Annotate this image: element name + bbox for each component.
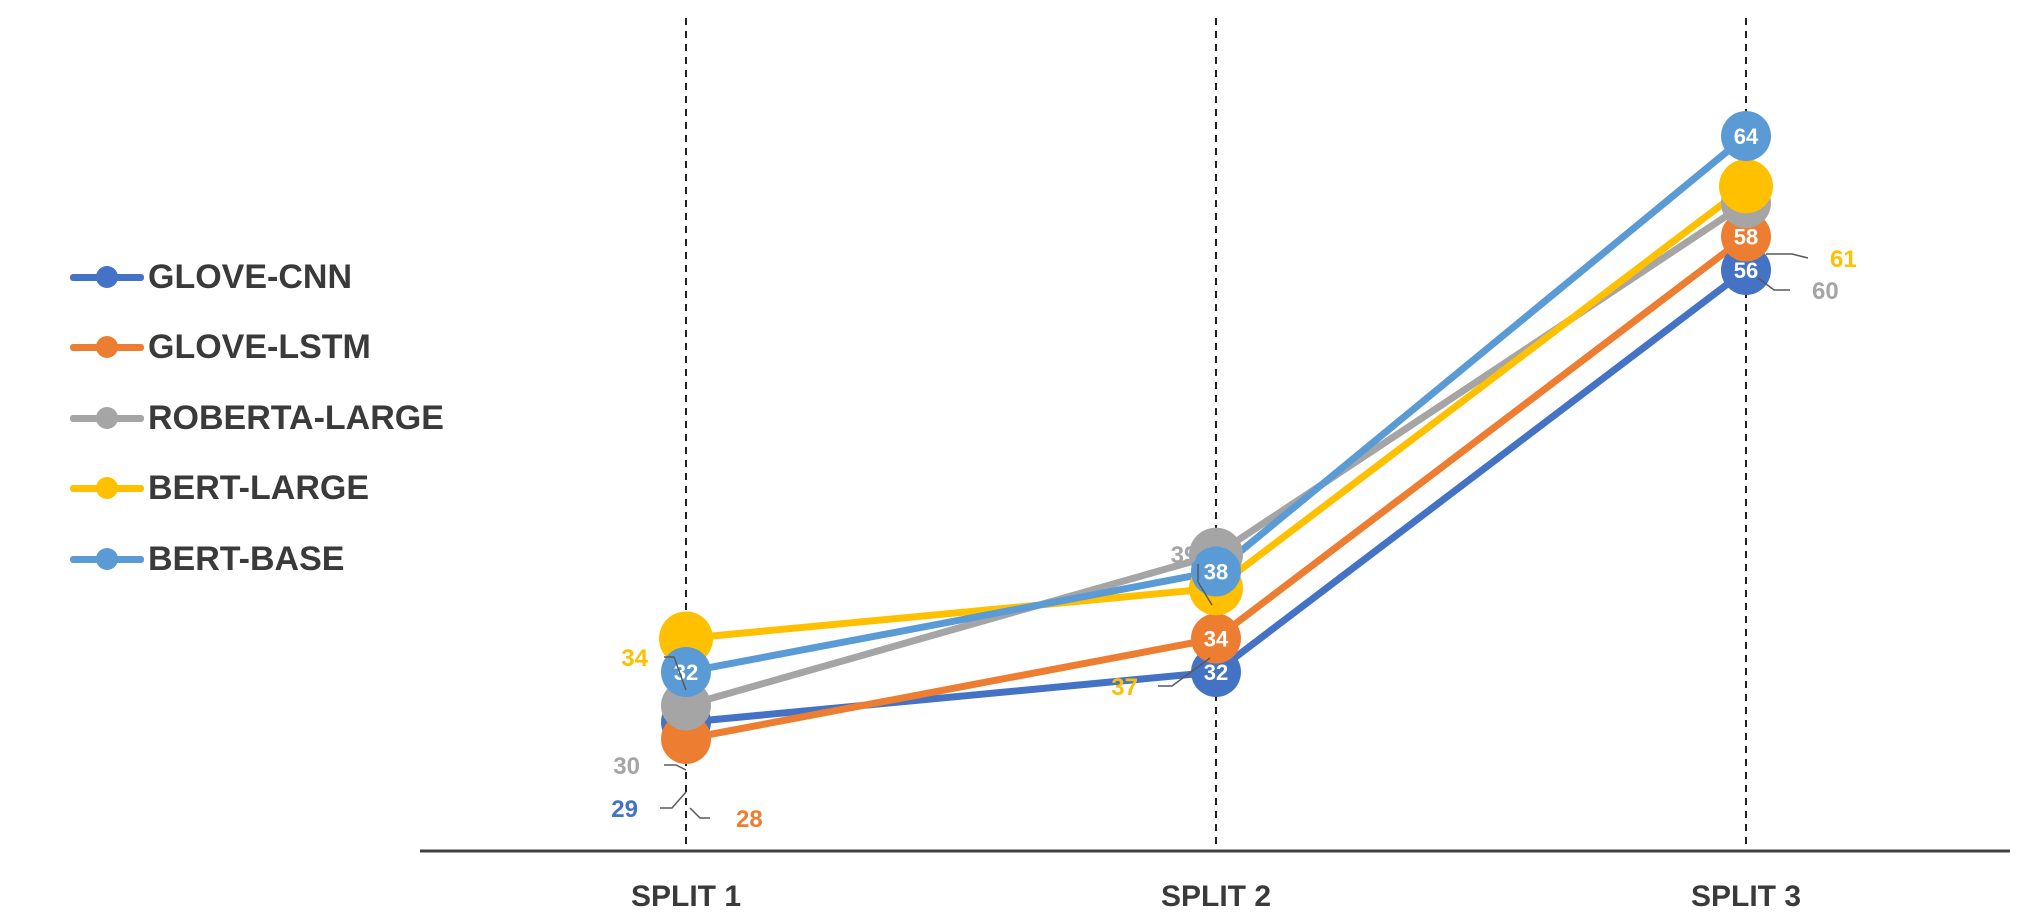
data-label-glove-lstm-split-3: 58: [1734, 225, 1758, 250]
legend-marker: [96, 548, 118, 570]
data-label-roberta-large-split-1: 30: [613, 753, 640, 780]
data-label-glove-cnn-split-1: 29: [611, 796, 638, 823]
data-label-glove-cnn-split-3: 56: [1734, 258, 1758, 283]
data-label-glove-cnn-split-2: 32: [1204, 660, 1228, 685]
legend-marker: [96, 266, 118, 288]
x-tick-labels: SPLIT 1 SPLIT 2 SPLIT 3: [631, 880, 1801, 913]
marker-glove-lstm-split-2: [1191, 613, 1241, 664]
legend-item-bert-base: BERT-BASE: [70, 539, 490, 579]
data-label-glove-lstm-split-2: 34: [1204, 627, 1229, 652]
legend-swatch: [70, 335, 144, 359]
data-label-bert-base-split-3: 64: [1734, 124, 1759, 149]
data-label-bert-base-split-2: 38: [1204, 560, 1228, 585]
legend-item-glove-lstm: GLOVE-LSTM: [70, 327, 490, 367]
legend-label: GLOVE-LSTM: [148, 328, 371, 366]
data-label-bert-large-split-1: 34: [621, 645, 648, 672]
leader-line-roberta-large-split-1: [664, 764, 687, 771]
leader-line-roberta-large-split-2: [1197, 564, 1213, 606]
data-label-bert-large-split-3: 61: [1830, 246, 1857, 273]
legend-swatch: [70, 547, 144, 571]
marker-bert-base-split-1: [661, 647, 711, 697]
legend-marker: [96, 407, 118, 429]
legend-label: GLOVE-CNN: [148, 258, 352, 296]
legend-swatch: [70, 476, 144, 500]
x-tick-label-2: SPLIT 2: [1161, 880, 1271, 913]
marker-bert-base-split-3: [1721, 111, 1771, 161]
leader-line-bert-large-split-2: [1158, 657, 1211, 687]
legend-marker: [96, 477, 118, 499]
split-guides: [685, 18, 1747, 851]
data-label-bert-base-split-1: 32: [674, 660, 698, 685]
data-label-bert-large-split-2: 37: [1111, 674, 1138, 701]
legend-label: ROBERTA-LARGE: [148, 399, 444, 437]
marker-bert-base-split-2: [1191, 546, 1241, 597]
legend-swatch: [70, 265, 144, 289]
legend-label: BERT-BASE: [148, 540, 345, 578]
x-tick-label-1: SPLIT 1: [631, 880, 741, 913]
leader-line-roberta-large-split-3: [1757, 277, 1790, 291]
legend-item-bert-large: BERT-LARGE: [70, 468, 490, 508]
x-tick-label-3: SPLIT 3: [1691, 880, 1801, 913]
leader-line-bert-large-split-3: [1766, 253, 1809, 259]
legend-item-roberta-large: ROBERTA-LARGE: [70, 398, 490, 438]
leader-line-glove-lstm-split-1: [689, 807, 710, 819]
legend-swatch: [70, 406, 144, 430]
marker-bert-large-split-3: [1719, 159, 1773, 214]
leader-line-bert-large-split-1: [664, 656, 687, 691]
legend-label: BERT-LARGE: [148, 469, 369, 507]
data-label-roberta-large-split-3: 60: [1812, 278, 1839, 305]
legend-marker: [96, 336, 118, 358]
data-label-roberta-large-split-2: 39: [1171, 542, 1198, 569]
data-label-callouts: 29 28 30 39 60 34 37 61: [611, 246, 1856, 833]
leader-line-glove-cnn-split-1: [660, 791, 687, 809]
data-label-glove-lstm-split-1: 28: [736, 806, 763, 833]
legend-item-glove-cnn: GLOVE-CNN: [70, 257, 490, 297]
series-markers: 32 56 34 58 32 38 64: [659, 111, 1773, 764]
